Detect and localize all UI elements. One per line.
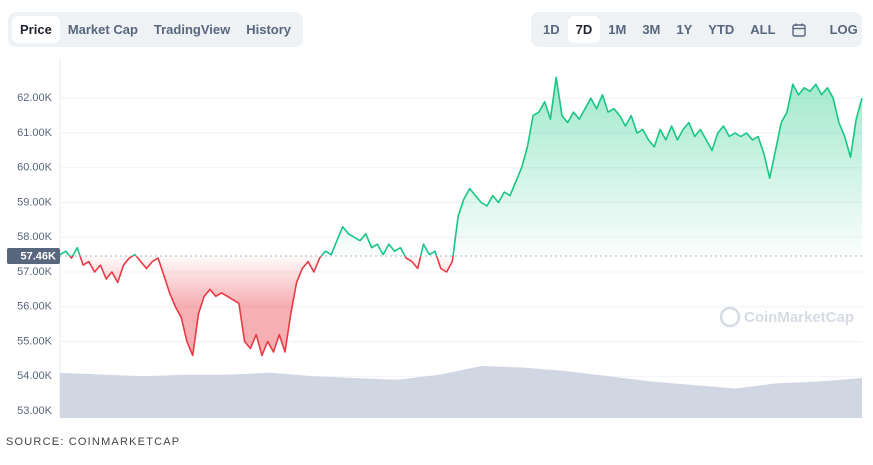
y-tick-label: 56.00K — [17, 301, 53, 313]
range-button[interactable]: 3M — [642, 22, 661, 37]
y-tick-label: 57.00K — [17, 266, 53, 278]
chart-tab[interactable]: History — [246, 22, 292, 37]
range-button[interactable]: 1D — [543, 22, 560, 37]
calendar-button[interactable] — [784, 17, 814, 43]
volume-area — [60, 365, 862, 418]
watermark-logo — [719, 306, 741, 328]
range-button[interactable]: ALL — [750, 22, 776, 37]
watermark-text: CoinMarketCap — [744, 309, 854, 326]
y-tick-label: 53.00K — [17, 405, 53, 417]
range-button[interactable]: 1Y — [676, 22, 693, 37]
watermark: CoinMarketCap — [719, 306, 854, 328]
chart-tabs: Price Market Cap TradingView History — [8, 12, 304, 47]
y-tick-label: 59.00K — [17, 196, 53, 208]
baseline-label: 57.46K — [21, 250, 57, 262]
y-tick-label: 58.00K — [17, 231, 53, 243]
y-tick-label: 61.00K — [17, 127, 53, 139]
log-button[interactable]: LOG — [829, 22, 858, 37]
range-button[interactable]: 1M — [608, 22, 627, 37]
baseline-badge — [7, 248, 60, 265]
price-area — [60, 77, 862, 356]
chart: 53.00K 54.00K 55.00K 56.00K 57.00K 58.00K 59.0… — [7, 60, 863, 418]
range-button[interactable]: YTD — [708, 22, 735, 37]
range-button[interactable]: 7D — [567, 16, 601, 43]
chart-tab[interactable]: Market Cap — [67, 22, 138, 37]
y-tick-label: 62.00K — [17, 92, 53, 104]
chart-tab[interactable]: TradingView — [153, 22, 231, 37]
chart-tab[interactable]: Price — [12, 16, 60, 43]
y-tick-label: 54.00K — [17, 370, 53, 382]
price-line — [59, 76, 863, 357]
y-tick-label: 60.00K — [17, 162, 53, 174]
source-note: SOURCE: COINMARKETCAP — [6, 436, 181, 448]
y-tick-label: 55.00K — [17, 335, 53, 347]
range-selector: 1D 7D 1M 3M 1Y YTD ALL LOG — [531, 12, 862, 47]
